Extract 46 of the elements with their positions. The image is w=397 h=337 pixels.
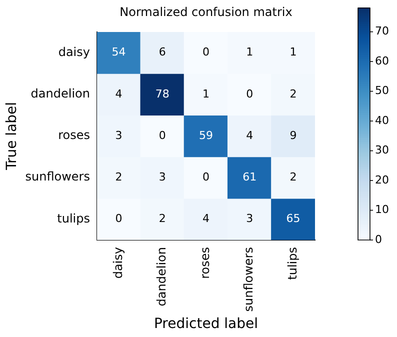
- data-label: 2: [290, 87, 297, 100]
- data-label: 6: [158, 46, 166, 59]
- data-label: 9: [290, 128, 297, 142]
- x-tick-label: daisy: [110, 247, 125, 279]
- y-tick-label: daisy: [58, 44, 90, 59]
- data-label: 65: [286, 212, 300, 226]
- data-label: 0: [246, 87, 254, 100]
- y-tick-label: roses: [58, 128, 90, 142]
- y-axis-title: True label: [4, 102, 20, 172]
- x-tick-label: sunflowers: [242, 247, 256, 312]
- color-bar-label: 60: [375, 54, 389, 68]
- data-label: 0: [202, 46, 210, 59]
- data-label: 4: [202, 212, 210, 226]
- data-label: 0: [158, 128, 166, 142]
- x-tick-label: tulips: [285, 247, 300, 280]
- data-label: 2: [290, 170, 297, 184]
- data-label: 2: [115, 170, 122, 184]
- y-tick-label: tulips: [57, 211, 90, 226]
- data-label: 0: [202, 170, 210, 184]
- color-bar-label: 20: [375, 173, 389, 186]
- data-label: 59: [199, 128, 213, 142]
- color-bar-label: 50: [375, 84, 389, 98]
- data-label: 1: [290, 46, 297, 59]
- data-label: 3: [115, 128, 122, 142]
- data-label: 1: [202, 87, 210, 100]
- color-bar-label: 30: [375, 144, 389, 157]
- x-tick-label: roses: [198, 247, 212, 279]
- data-label: 3: [158, 170, 166, 184]
- data-label: 4: [246, 128, 254, 142]
- color-bar-label: 10: [375, 203, 389, 216]
- data-label: 0: [115, 212, 122, 226]
- color-bar-label: 0: [375, 232, 382, 246]
- y-tick-label: dandelion: [30, 86, 90, 101]
- data-label: 3: [246, 212, 254, 226]
- chart-title: Normalized confusion matrix: [120, 5, 292, 20]
- x-axis-title: Predicted label: [154, 316, 258, 332]
- data-label: 61: [242, 170, 257, 184]
- data-label: 78: [155, 87, 170, 100]
- x-tick-label: dandelion: [154, 247, 169, 306]
- data-label: 1: [246, 46, 254, 59]
- y-tick-label: sunflowers: [25, 170, 90, 184]
- data-label: 4: [115, 87, 122, 100]
- color-bar-label: 70: [375, 24, 389, 38]
- data-label: 2: [158, 212, 166, 226]
- data-label: 54: [112, 46, 126, 59]
- color-bar-label: 40: [375, 114, 389, 127]
